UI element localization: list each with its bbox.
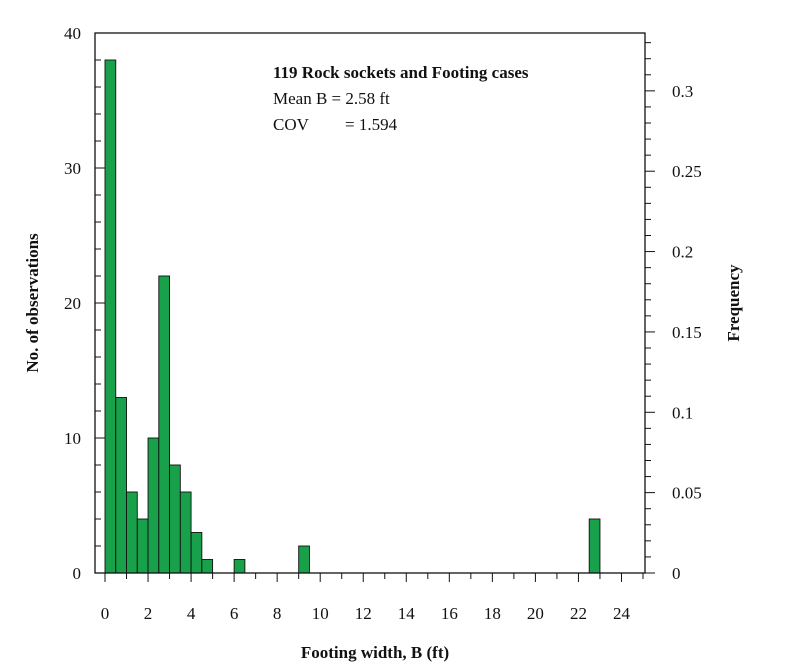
histogram-bar bbox=[158, 275, 171, 574]
y2-tick-label: 0.2 bbox=[672, 243, 693, 262]
histogram-bar bbox=[179, 491, 192, 574]
y2-tick-label: 0 bbox=[672, 564, 681, 583]
y2-tick-label: 0.15 bbox=[672, 323, 702, 342]
x-tick-label: 22 bbox=[570, 604, 587, 623]
x-tick-label: 18 bbox=[484, 604, 501, 623]
histogram-bar bbox=[104, 59, 117, 574]
annotation-cov-label: COV bbox=[273, 115, 310, 134]
y2-tick-label: 0.25 bbox=[672, 162, 702, 181]
x-tick-label: 0 bbox=[101, 604, 110, 623]
histogram-bar bbox=[126, 491, 138, 574]
y-axis-title: No. of observations bbox=[23, 233, 42, 373]
tick-labels-group: 0 2 4 6 8 10 12 14 16 18 20 22 2401020304000.050.10.… bbox=[64, 24, 702, 623]
y-tick-label: 40 bbox=[64, 24, 81, 43]
x-tick-label: 8 bbox=[273, 604, 282, 623]
histogram-bar bbox=[147, 437, 160, 574]
x-tick-label: 12 bbox=[355, 604, 372, 623]
histogram-bar bbox=[201, 559, 214, 574]
histogram-bar bbox=[298, 545, 310, 574]
x-tick-label: 2 bbox=[144, 604, 153, 623]
histogram-bar bbox=[588, 518, 601, 574]
y-tick-label: 0 bbox=[73, 564, 82, 583]
y-tick-label: 10 bbox=[64, 429, 81, 448]
y-tick-label: 20 bbox=[64, 294, 81, 313]
x-tick-label: 16 bbox=[441, 604, 458, 623]
ticks-group bbox=[95, 32, 655, 582]
x-tick-label: 4 bbox=[187, 604, 196, 623]
annotation-box: 119 Rock sockets and Footing cases Mean … bbox=[273, 63, 529, 134]
y2-axis-title: Frequency bbox=[724, 264, 743, 342]
histogram-bar bbox=[169, 464, 181, 574]
y2-tick-label: 0.3 bbox=[672, 82, 693, 101]
x-tick-label: 10 bbox=[312, 604, 329, 623]
histogram-bar bbox=[115, 397, 127, 574]
x-tick-label: 14 bbox=[398, 604, 416, 623]
bars-group bbox=[104, 59, 601, 574]
x-axis-title: Footing width, B (ft) bbox=[301, 643, 449, 662]
histogram-bar bbox=[136, 518, 149, 574]
y-tick-label: 30 bbox=[64, 159, 81, 178]
annotation-title: 119 Rock sockets and Footing cases bbox=[273, 63, 529, 82]
x-tick-label: 24 bbox=[613, 604, 631, 623]
x-tick-label: 6 bbox=[230, 604, 239, 623]
histogram-bar bbox=[233, 559, 246, 574]
annotation-mean: Mean B = 2.58 ft bbox=[273, 89, 390, 108]
x-tick-label: 20 bbox=[527, 604, 544, 623]
annotation-cov-value: = 1.594 bbox=[345, 115, 398, 134]
y2-tick-label: 0.05 bbox=[672, 484, 702, 503]
histogram-bar bbox=[190, 532, 203, 574]
y2-tick-label: 0.1 bbox=[672, 403, 693, 422]
